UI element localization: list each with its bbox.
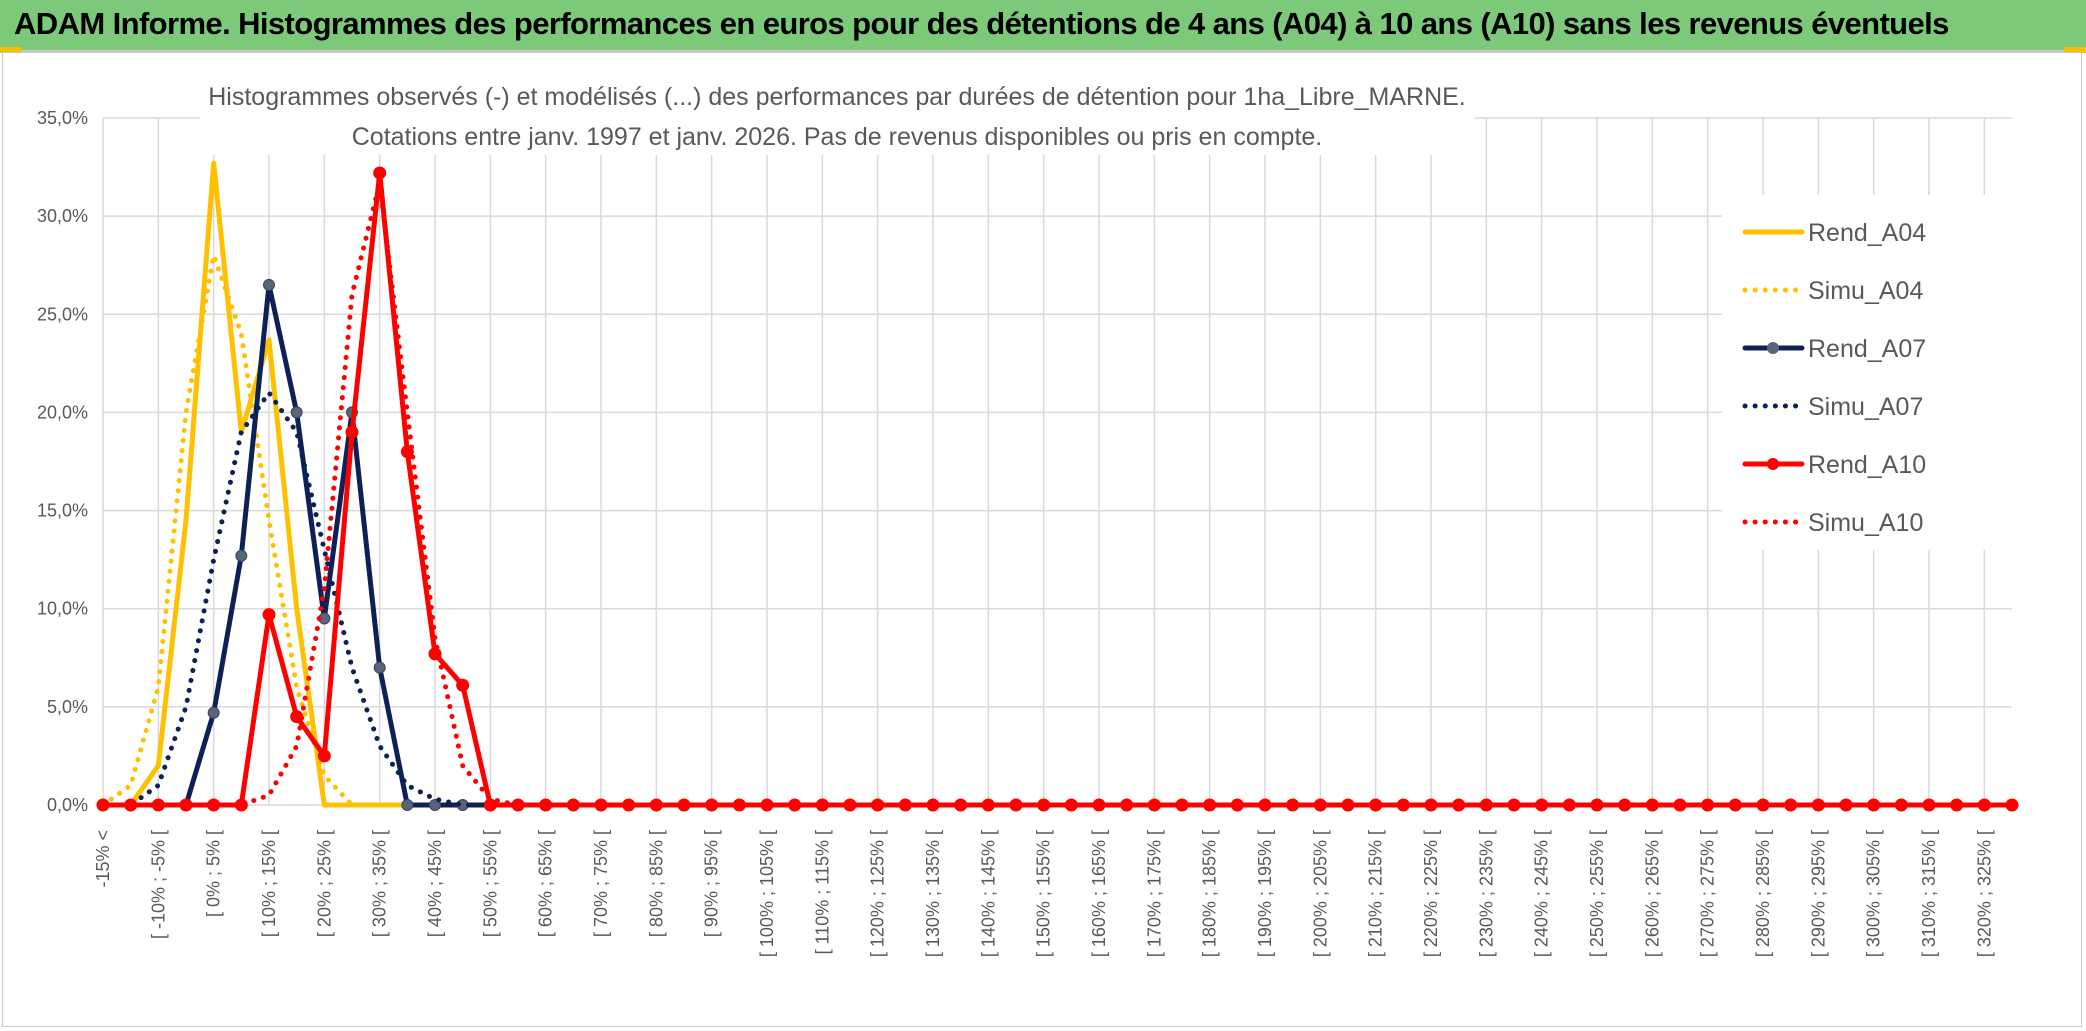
x-tick-label: [ 50% ; 55% [ bbox=[480, 830, 500, 937]
chart-frame bbox=[2, 52, 2082, 1027]
y-axis-ticks: 0,0% 5,0% 10,0% 15,0% 20,0% 25,0% 30,0% 35,0% bbox=[37, 108, 88, 815]
x-tick-label: [ 180% ; 185% [ bbox=[1200, 830, 1220, 957]
series-simu-a07-line bbox=[100, 390, 2015, 808]
x-tick-label: [ 160% ; 165% [ bbox=[1089, 830, 1109, 957]
series-lines bbox=[96, 160, 2019, 812]
x-tick-label: [ 0% ; 5% [ bbox=[204, 830, 224, 917]
report-title: ADAM Informe. Histogrammes des performan… bbox=[14, 6, 1949, 41]
title-background bbox=[200, 75, 1475, 155]
legend-background bbox=[1722, 195, 2022, 550]
series-rend-a10-point bbox=[262, 608, 276, 622]
x-tick-label: [ 190% ; 195% [ bbox=[1255, 830, 1275, 957]
chart-title: Histogrammes observés (-) et modélisés (… bbox=[208, 83, 1466, 111]
y-tick-label: 5,0% bbox=[47, 697, 88, 717]
legend-rend-a10-marker bbox=[1767, 458, 1779, 470]
series-rend-a10-point bbox=[317, 749, 331, 763]
y-tick-label: 0,0% bbox=[47, 795, 88, 815]
x-tick-label: [ 130% ; 135% [ bbox=[923, 830, 943, 957]
x-tick-label: [ 20% ; 25% [ bbox=[314, 830, 334, 937]
legend-simu-a04-label: Simu_A04 bbox=[1808, 277, 1923, 305]
x-tick-label: [ 10% ; 15% [ bbox=[259, 830, 279, 937]
legend-rend-a07-label: Rend_A07 bbox=[1808, 335, 1926, 363]
series-rend-a07-point bbox=[263, 278, 275, 291]
x-tick-label: [ 260% ; 265% [ bbox=[1642, 830, 1662, 957]
x-tick-label: [ 210% ; 215% [ bbox=[1366, 830, 1386, 957]
x-tick-label: [ 300% ; 305% [ bbox=[1864, 830, 1884, 957]
y-tick-label: 25,0% bbox=[37, 304, 88, 324]
series-rend-a07-point bbox=[373, 661, 386, 674]
x-tick-label: [ 290% ; 295% [ bbox=[1808, 830, 1828, 957]
legend-simu-a10-label: Simu_A10 bbox=[1808, 509, 1923, 537]
x-tick-label: [ 70% ; 75% [ bbox=[591, 830, 611, 937]
legend-simu-a07-label: Simu_A07 bbox=[1808, 393, 1923, 421]
x-tick-label: [ 60% ; 65% [ bbox=[536, 830, 556, 937]
legend-rend-a04-label: Rend_A04 bbox=[1808, 219, 1926, 247]
right-corner-accent bbox=[2064, 47, 2086, 53]
series-simu-a10-line bbox=[100, 180, 2015, 808]
x-tick-label: [ 30% ; 35% [ bbox=[370, 830, 390, 937]
y-tick-label: 35,0% bbox=[37, 108, 88, 128]
series-rend-a10-line bbox=[100, 170, 2015, 808]
x-tick-label: [ 280% ; 285% [ bbox=[1753, 830, 1773, 957]
x-tick-label: [ 150% ; 155% [ bbox=[1034, 830, 1054, 957]
x-tick-label: [ -10% ; -5% [ bbox=[148, 830, 168, 939]
report-banner: ADAM Informe. Histogrammes des performan… bbox=[0, 0, 2086, 52]
x-tick-label: [ 90% ; 95% [ bbox=[702, 830, 722, 937]
series-rend-a07-point bbox=[235, 549, 248, 562]
series-rend-a07-point bbox=[290, 406, 303, 419]
series-rend-a10-point bbox=[483, 798, 497, 812]
x-tick-label: [ 80% ; 85% [ bbox=[646, 830, 666, 937]
legend-rend-a07-marker bbox=[1767, 342, 1779, 354]
x-tick-label: [ 250% ; 255% [ bbox=[1587, 830, 1607, 957]
series-rend-a07-point bbox=[401, 799, 414, 811]
x-tick-label: [ 40% ; 45% [ bbox=[425, 830, 445, 937]
x-tick-label: [ 310% ; 315% [ bbox=[1919, 830, 1939, 957]
y-tick-label: 30,0% bbox=[37, 206, 88, 226]
y-tick-label: 20,0% bbox=[37, 402, 88, 422]
series-rend-a10-point bbox=[456, 678, 470, 692]
x-tick-label: [ 240% ; 245% [ bbox=[1532, 830, 1552, 957]
x-tick-label: [ 270% ; 275% [ bbox=[1698, 830, 1718, 957]
x-tick-label: [ 110% ; 115% [ bbox=[812, 830, 832, 954]
series-rend-a07-point bbox=[429, 799, 441, 811]
x-tick-label: [ 140% ; 145% [ bbox=[978, 830, 998, 957]
x-tick-label: [ 220% ; 225% [ bbox=[1421, 830, 1441, 957]
x-tick-label: [ 100% ; 105% [ bbox=[757, 830, 777, 957]
x-tick-label: [ 170% ; 175% [ bbox=[1144, 830, 1164, 957]
legend: Rend_A04 Simu_A04 Rend_A07 Simu_A07 Rend_A10… bbox=[1742, 219, 1926, 537]
series-rend-a07-point bbox=[207, 706, 220, 719]
legend-rend-a10-label: Rend_A10 bbox=[1808, 451, 1926, 479]
x-tick-label: [ 200% ; 205% [ bbox=[1310, 830, 1330, 957]
series-rend-a10-point bbox=[345, 425, 359, 439]
x-tick-label: [ 230% ; 235% [ bbox=[1476, 830, 1496, 957]
y-tick-label: 15,0% bbox=[37, 501, 88, 521]
series-rend-a10-point bbox=[373, 166, 387, 180]
left-corner-accent bbox=[0, 47, 22, 53]
x-tick-label: [ 320% ; 325% [ bbox=[1974, 830, 1994, 957]
chart-subtitle: Cotations entre janv. 1997 et janv. 2026… bbox=[352, 123, 1323, 151]
x-tick-label: [ 120% ; 125% [ bbox=[868, 830, 888, 957]
x-axis-ticks: -15% < [ -10% ; -5% [ [ 0% ; 5% [ [ 10% ; 1… bbox=[93, 830, 1994, 957]
y-tick-label: 10,0% bbox=[37, 599, 88, 619]
x-tick-label: -15% < bbox=[93, 830, 113, 888]
